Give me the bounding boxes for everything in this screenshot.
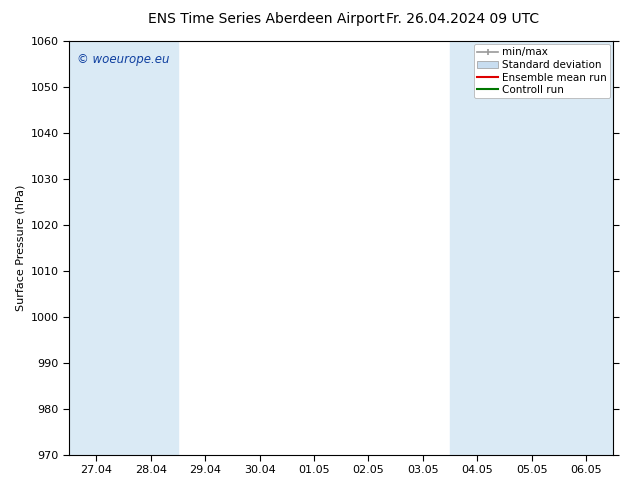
Bar xyxy=(450,41,505,455)
Text: © woeurope.eu: © woeurope.eu xyxy=(77,53,170,67)
Bar xyxy=(559,41,614,455)
Text: Fr. 26.04.2024 09 UTC: Fr. 26.04.2024 09 UTC xyxy=(386,12,540,26)
Bar xyxy=(124,41,178,455)
Legend: min/max, Standard deviation, Ensemble mean run, Controll run: min/max, Standard deviation, Ensemble me… xyxy=(474,44,611,98)
Bar xyxy=(69,41,124,455)
Text: ENS Time Series Aberdeen Airport: ENS Time Series Aberdeen Airport xyxy=(148,12,385,26)
Bar xyxy=(505,41,559,455)
Y-axis label: Surface Pressure (hPa): Surface Pressure (hPa) xyxy=(15,185,25,311)
